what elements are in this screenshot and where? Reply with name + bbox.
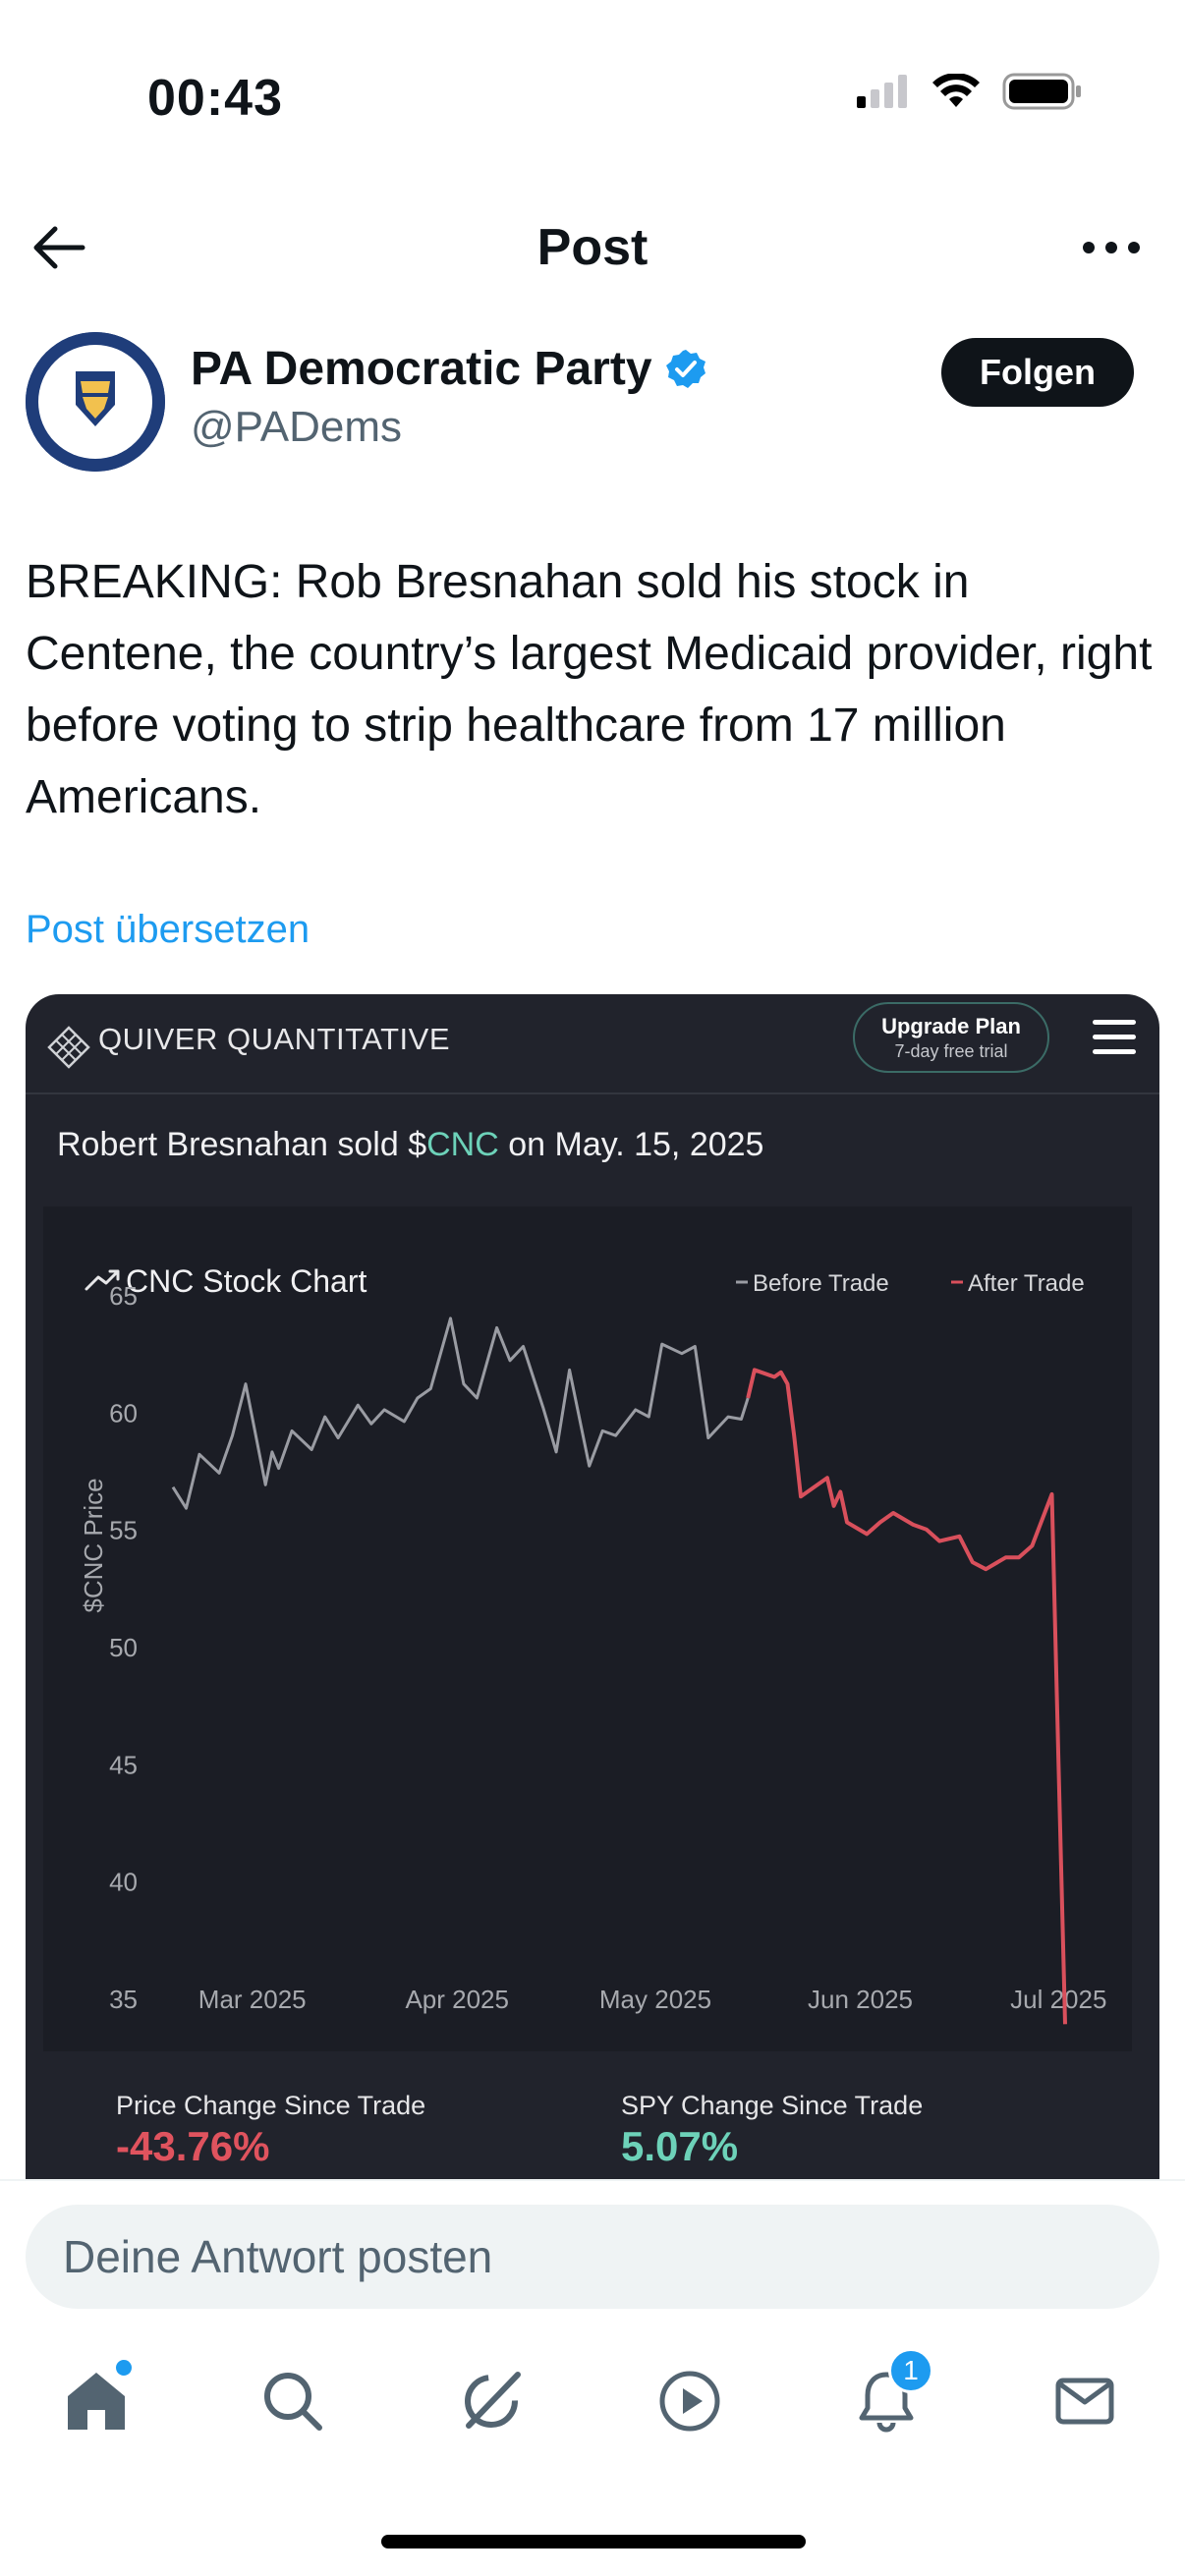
legend-after-trade: After Trade <box>968 1270 1085 1297</box>
follow-button[interactable]: Folgen <box>941 338 1134 407</box>
tab-videos[interactable] <box>650 2362 729 2440</box>
more-options-icon[interactable] <box>1077 218 1146 277</box>
y-tick-label: 60 <box>109 1398 138 1428</box>
quiver-logo-icon <box>47 1026 90 1069</box>
y-tick-label: 65 <box>109 1281 138 1311</box>
post-text: BREAKING: Rob Bresnahan sold his stock i… <box>26 556 1153 823</box>
spy-change-label: SPY Change Since Trade <box>621 2091 924 2120</box>
cellular-signal-icon <box>857 75 907 108</box>
trend-icon <box>85 1269 120 1291</box>
wifi-icon <box>932 74 980 107</box>
status-time: 00:43 <box>147 70 283 127</box>
tab-search[interactable] <box>254 2362 332 2440</box>
reply-box[interactable] <box>26 2205 1159 2309</box>
y-axis-ticks: 65 60 55 50 45 40 35 <box>109 1281 138 2014</box>
home-unread-dot <box>116 2360 132 2376</box>
upgrade-plan-button: Upgrade Plan 7-day free trial <box>853 1002 1049 1073</box>
x-tick-label: Apr 2025 <box>405 1985 509 2014</box>
trade-stats: Price Change Since Trade -43.76% SPY Cha… <box>26 2065 1159 2179</box>
price-change-label: Price Change Since Trade <box>116 2091 426 2120</box>
reply-input[interactable] <box>63 2205 1124 2309</box>
bottom-tab-bar: 1 <box>0 2344 1185 2462</box>
after-trade-line <box>746 1368 1067 2025</box>
stock-chart: CNC Stock Chart Before Trade After Trade… <box>79 1263 1107 2025</box>
pa-dems-logo <box>26 332 165 472</box>
tab-messages[interactable] <box>1045 2362 1124 2440</box>
y-tick-label: 50 <box>109 1633 138 1662</box>
verified-badge-icon <box>665 349 705 388</box>
author-name[interactable]: PA Democratic Party <box>191 343 652 395</box>
spy-change-value: 5.07% <box>621 2123 739 2169</box>
post-media-image[interactable]: QUIVER QUANTITATIVE Upgrade Plan 7-day f… <box>26 994 1159 2179</box>
battery-icon <box>1002 73 1081 110</box>
mail-icon <box>1055 2378 1114 2425</box>
trade-title-prefix: Robert Bresnahan sold $ <box>57 1126 427 1163</box>
quiver-brand: QUIVER QUANTITATIVE <box>98 1022 450 1056</box>
home-indicator <box>381 2535 806 2548</box>
tab-notifications[interactable]: 1 <box>847 2348 933 2440</box>
x-axis-ticks: Mar 2025 Apr 2025 May 2025 Jun 2025 Jul 2025 <box>198 1985 1107 2014</box>
grok-icon <box>465 2372 521 2429</box>
home-icon <box>68 2373 125 2430</box>
price-change-value: -43.76% <box>116 2123 270 2169</box>
author-name-row: PA Democratic Party <box>191 342 707 396</box>
tab-home[interactable] <box>57 2360 136 2440</box>
chart-legend: Before Trade After Trade <box>736 1270 1085 1297</box>
status-bar: 00:43 <box>0 0 1185 187</box>
chart-title-group: CNC Stock Chart <box>85 1263 367 1299</box>
page-title: Post <box>536 219 649 276</box>
trade-title: Robert Bresnahan sold $CNC on May. 15, 2… <box>57 1126 763 1164</box>
legend-before-trade: Before Trade <box>753 1270 889 1297</box>
author-handle[interactable]: @PADems <box>191 403 402 451</box>
chart-lines <box>171 1316 1067 2025</box>
y-tick-label: 55 <box>109 1516 138 1545</box>
x-tick-label: Jul 2025 <box>1010 1985 1106 2014</box>
spy-change-stat: SPY Change Since Trade 5.07% <box>621 2091 923 2170</box>
chart-title: CNC Stock Chart <box>126 1263 367 1299</box>
notifications-badge: 1 <box>888 2348 933 2393</box>
y-axis-label: $CNC Price <box>79 1478 108 1612</box>
translate-post-link[interactable]: Post übersetzen <box>26 908 310 951</box>
before-trade-line <box>171 1316 750 1510</box>
y-tick-label: 35 <box>109 1985 138 2014</box>
trade-title-suffix: on May. 15, 2025 <box>498 1126 764 1163</box>
nav-header: Post <box>0 196 1185 295</box>
play-circle-icon <box>659 2371 720 2432</box>
x-tick-label: May 2025 <box>599 1985 711 2014</box>
y-tick-label: 45 <box>109 1750 138 1779</box>
upgrade-plan-subtitle: 7-day free trial <box>894 1041 1008 1061</box>
divider <box>0 2179 1185 2181</box>
quiver-header: QUIVER QUANTITATIVE Upgrade Plan 7-day f… <box>26 994 1159 1094</box>
upgrade-plan-title: Upgrade Plan <box>881 1014 1021 1038</box>
trade-ticker: CNC <box>426 1126 499 1163</box>
y-tick-label: 40 <box>109 1868 138 1897</box>
hamburger-menu-icon <box>1093 1020 1136 1054</box>
status-icons <box>857 73 1083 110</box>
x-tick-label: Mar 2025 <box>198 1985 307 2014</box>
stock-chart-panel: CNC Stock Chart Before Trade After Trade… <box>43 1206 1132 2051</box>
x-tick-label: Jun 2025 <box>808 1985 913 2014</box>
tab-grok[interactable] <box>452 2362 531 2440</box>
search-icon <box>264 2373 322 2431</box>
back-arrow-icon[interactable] <box>28 216 90 279</box>
price-change-stat: Price Change Since Trade -43.76% <box>116 2091 425 2170</box>
avatar[interactable] <box>26 332 165 472</box>
